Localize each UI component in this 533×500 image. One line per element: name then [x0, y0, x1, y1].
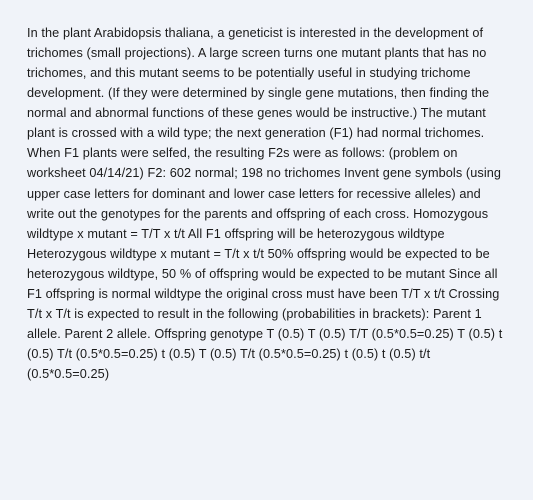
document-body-text: In the plant Arabidopsis thaliana, a gen… [27, 23, 506, 384]
